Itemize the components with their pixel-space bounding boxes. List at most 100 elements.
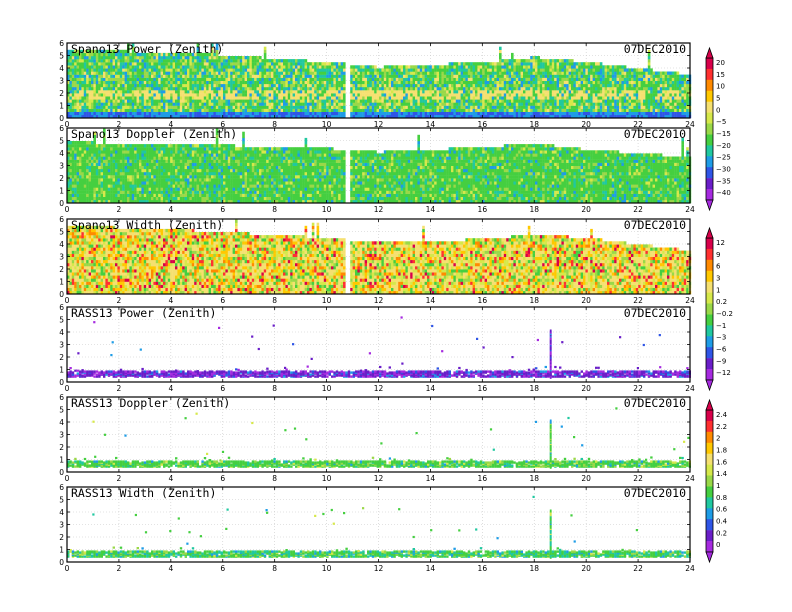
x-tick-label: 8 — [272, 296, 277, 305]
x-tick-label: 22 — [633, 296, 643, 305]
x-tick-label: 0 — [65, 296, 70, 305]
x-tick-label: 18 — [529, 564, 539, 573]
x-tick-label: 6 — [220, 474, 225, 483]
y-tick-label: 2 — [59, 89, 64, 98]
x-tick-label: 24 — [685, 205, 695, 214]
x-tick-label: 10 — [322, 296, 332, 305]
x-tick-label: 22 — [633, 384, 643, 393]
y-tick-label: 6 — [59, 303, 64, 312]
x-tick-label: 0 — [65, 564, 70, 573]
y-tick-label: 6 — [59, 124, 64, 133]
x-tick-label: 2 — [117, 296, 122, 305]
x-tick-label: 6 — [220, 296, 225, 305]
x-tick-label: 16 — [478, 296, 488, 305]
x-tick-label: 14 — [426, 120, 436, 129]
x-tick-label: 12 — [374, 205, 384, 214]
colorbar-label: 15 — [716, 71, 725, 79]
x-tick-label: 18 — [529, 296, 539, 305]
x-tick-label: 16 — [478, 205, 488, 214]
panel-title: RASS13 Doppler (Zenith) — [71, 396, 230, 410]
y-tick-label: 5 — [59, 315, 64, 324]
y-tick-label: 5 — [59, 405, 64, 414]
colorbar-label: 0 — [716, 541, 720, 549]
y-tick-label: 2 — [59, 353, 64, 362]
colorbar-label: −9 — [716, 357, 726, 365]
y-tick-label: 0 — [59, 378, 64, 387]
y-tick-label: 3 — [59, 252, 64, 261]
x-tick-label: 2 — [117, 474, 122, 483]
y-tick-label: 3 — [59, 161, 64, 170]
x-tick-label: 24 — [685, 474, 695, 483]
colorbar-label: 2 — [716, 435, 720, 443]
colorbar-label: −12 — [716, 369, 731, 377]
y-tick-label: 6 — [59, 39, 64, 48]
colorbar-label: 0.4 — [716, 517, 728, 525]
y-tick-label: 1 — [59, 545, 64, 554]
y-tick-label: 4 — [59, 328, 64, 337]
data-cells — [67, 495, 691, 559]
x-tick-label: 16 — [478, 120, 488, 129]
colorbar-label: −30 — [716, 165, 731, 173]
x-tick-label: 8 — [272, 474, 277, 483]
x-tick-label: 20 — [581, 384, 591, 393]
x-tick-label: 14 — [426, 384, 436, 393]
x-tick-label: 4 — [168, 474, 173, 483]
panel-date: 07DEC2010 — [624, 396, 686, 410]
x-tick-label: 4 — [168, 384, 173, 393]
colorbar-label: 1 — [716, 482, 720, 490]
colorbar-label: 20 — [716, 59, 725, 67]
y-tick-label: 4 — [59, 149, 64, 158]
y-tick-label: 1 — [59, 186, 64, 195]
y-tick-label: 2 — [59, 533, 64, 542]
x-tick-label: 6 — [220, 120, 225, 129]
colorbar-label: −3 — [716, 334, 726, 342]
panel-title: Spano13 Doppler (Zenith) — [71, 127, 237, 141]
y-tick-label: 4 — [59, 64, 64, 73]
x-tick-label: 16 — [478, 384, 488, 393]
colorbar-label: 10 — [716, 83, 725, 91]
panel-date: 07DEC2010 — [624, 486, 686, 500]
colorbar-label: 12 — [716, 239, 725, 247]
colorbar-label: 5 — [716, 94, 720, 102]
x-tick-label: 10 — [322, 474, 332, 483]
y-tick-label: 0 — [59, 558, 64, 567]
x-tick-label: 10 — [322, 564, 332, 573]
panel-date: 07DEC2010 — [624, 306, 686, 320]
y-tick-label: 1 — [59, 365, 64, 374]
y-tick-label: 6 — [59, 483, 64, 492]
x-tick-label: 22 — [633, 474, 643, 483]
y-tick-label: 3 — [59, 340, 64, 349]
x-tick-label: 0 — [65, 384, 70, 393]
colorbar-1: 20 15 10 5 0 −5 −15 −20 −25 −30 −35 −40 — [705, 46, 731, 212]
y-tick-label: 6 — [59, 393, 64, 402]
y-tick-label: 5 — [59, 136, 64, 145]
x-tick-label: 6 — [220, 384, 225, 393]
data-cells — [67, 43, 692, 119]
panel-date: 07DEC2010 — [624, 127, 686, 141]
x-tick-label: 14 — [426, 474, 436, 483]
x-tick-label: 16 — [478, 474, 488, 483]
colorbar-label: 1.6 — [716, 458, 728, 466]
x-tick-label: 12 — [374, 296, 384, 305]
x-tick-label: 20 — [581, 205, 591, 214]
y-tick-label: 3 — [59, 520, 64, 529]
panel-date: 07DEC2010 — [624, 218, 686, 232]
y-tick-label: 2 — [59, 443, 64, 452]
x-tick-label: 22 — [633, 120, 643, 129]
x-tick-label: 6 — [220, 205, 225, 214]
x-tick-label: 20 — [581, 474, 591, 483]
colorbar-label: −5 — [716, 118, 726, 126]
y-tick-label: 1 — [59, 101, 64, 110]
x-tick-label: 22 — [633, 564, 643, 573]
x-tick-label: 20 — [581, 296, 591, 305]
x-tick-label: 18 — [529, 120, 539, 129]
y-tick-label: 5 — [59, 227, 64, 236]
y-tick-label: 2 — [59, 265, 64, 274]
colorbar-label: 0 — [716, 106, 720, 114]
x-tick-label: 14 — [426, 564, 436, 573]
